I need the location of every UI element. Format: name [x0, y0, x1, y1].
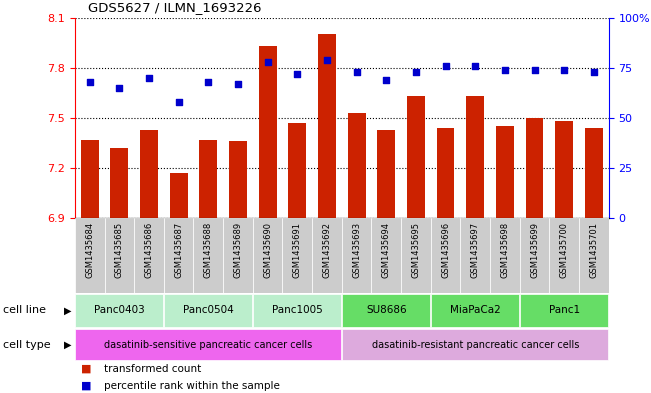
Bar — [372, 218, 401, 293]
Bar — [81, 140, 98, 218]
Bar — [555, 121, 573, 218]
Text: Panc1005: Panc1005 — [272, 305, 323, 316]
Point — [233, 81, 243, 87]
Bar — [437, 128, 454, 218]
Bar — [283, 218, 312, 293]
Text: GSM1435699: GSM1435699 — [530, 222, 539, 278]
Bar — [342, 218, 372, 293]
Bar — [193, 218, 223, 293]
Point — [411, 69, 421, 75]
Bar — [318, 34, 336, 218]
Point — [85, 79, 95, 85]
Text: percentile rank within the sample: percentile rank within the sample — [104, 381, 280, 391]
Bar — [460, 218, 490, 293]
Text: GSM1435697: GSM1435697 — [471, 222, 480, 278]
Point — [500, 67, 510, 73]
Bar — [579, 218, 609, 293]
Bar — [253, 218, 283, 293]
Bar — [407, 96, 425, 218]
Text: SU8686: SU8686 — [366, 305, 407, 316]
Bar — [288, 123, 306, 218]
Bar — [105, 218, 134, 293]
Text: GSM1435684: GSM1435684 — [85, 222, 94, 278]
Text: GSM1435689: GSM1435689 — [234, 222, 242, 278]
Bar — [342, 294, 430, 327]
Text: GSM1435692: GSM1435692 — [322, 222, 331, 278]
Point — [203, 79, 214, 85]
Text: ▶: ▶ — [64, 305, 72, 316]
Text: GSM1435691: GSM1435691 — [293, 222, 302, 278]
Bar — [342, 329, 608, 360]
Point — [381, 77, 391, 83]
Point — [470, 62, 480, 69]
Text: dasatinib-sensitive pancreatic cancer cells: dasatinib-sensitive pancreatic cancer ce… — [104, 340, 312, 350]
Bar — [519, 218, 549, 293]
Text: GSM1435690: GSM1435690 — [263, 222, 272, 278]
Point — [589, 69, 599, 75]
Point — [322, 57, 332, 63]
Text: transformed count: transformed count — [104, 364, 201, 374]
Point — [114, 84, 124, 91]
Bar — [75, 218, 105, 293]
Text: ▶: ▶ — [64, 340, 72, 350]
Text: cell type: cell type — [3, 340, 51, 350]
Text: GSM1435687: GSM1435687 — [174, 222, 183, 278]
Bar — [223, 218, 253, 293]
Bar — [520, 294, 608, 327]
Point — [352, 69, 362, 75]
Bar — [134, 218, 164, 293]
Bar — [312, 218, 342, 293]
Bar — [378, 130, 395, 218]
Point — [262, 59, 273, 65]
Text: GSM1435700: GSM1435700 — [560, 222, 569, 278]
Bar — [253, 294, 341, 327]
Text: GSM1435694: GSM1435694 — [381, 222, 391, 278]
Bar — [549, 218, 579, 293]
Bar — [229, 141, 247, 218]
Bar — [140, 130, 158, 218]
Text: GSM1435688: GSM1435688 — [204, 222, 213, 278]
Point — [440, 62, 450, 69]
Text: Panc0504: Panc0504 — [183, 305, 234, 316]
Text: GSM1435693: GSM1435693 — [352, 222, 361, 278]
Text: dasatinib-resistant pancreatic cancer cells: dasatinib-resistant pancreatic cancer ce… — [372, 340, 579, 350]
Text: GSM1435698: GSM1435698 — [501, 222, 509, 278]
Bar — [585, 128, 603, 218]
Bar — [401, 218, 431, 293]
Text: Panc1: Panc1 — [549, 305, 580, 316]
Text: GDS5627 / ILMN_1693226: GDS5627 / ILMN_1693226 — [88, 1, 262, 14]
Bar — [432, 294, 519, 327]
Text: GSM1435685: GSM1435685 — [115, 222, 124, 278]
Text: GSM1435701: GSM1435701 — [589, 222, 598, 278]
Bar — [111, 148, 128, 218]
Bar — [496, 126, 514, 218]
Text: GSM1435696: GSM1435696 — [441, 222, 450, 278]
Text: ■: ■ — [81, 381, 92, 391]
Text: MiaPaCa2: MiaPaCa2 — [450, 305, 501, 316]
Bar — [199, 140, 217, 218]
Point — [529, 67, 540, 73]
Point — [144, 75, 154, 81]
Bar — [490, 218, 519, 293]
Bar — [348, 113, 365, 218]
Bar — [466, 96, 484, 218]
Bar — [76, 329, 341, 360]
Bar — [525, 118, 544, 218]
Text: GSM1435686: GSM1435686 — [145, 222, 154, 278]
Text: cell line: cell line — [3, 305, 46, 316]
Bar — [170, 173, 187, 218]
Bar — [165, 294, 252, 327]
Point — [559, 67, 570, 73]
Point — [292, 71, 303, 77]
Text: ■: ■ — [81, 364, 92, 374]
Bar — [76, 294, 163, 327]
Bar — [164, 218, 193, 293]
Point — [173, 99, 184, 105]
Text: Panc0403: Panc0403 — [94, 305, 145, 316]
Bar — [258, 46, 277, 218]
Bar — [431, 218, 460, 293]
Text: GSM1435695: GSM1435695 — [411, 222, 421, 278]
